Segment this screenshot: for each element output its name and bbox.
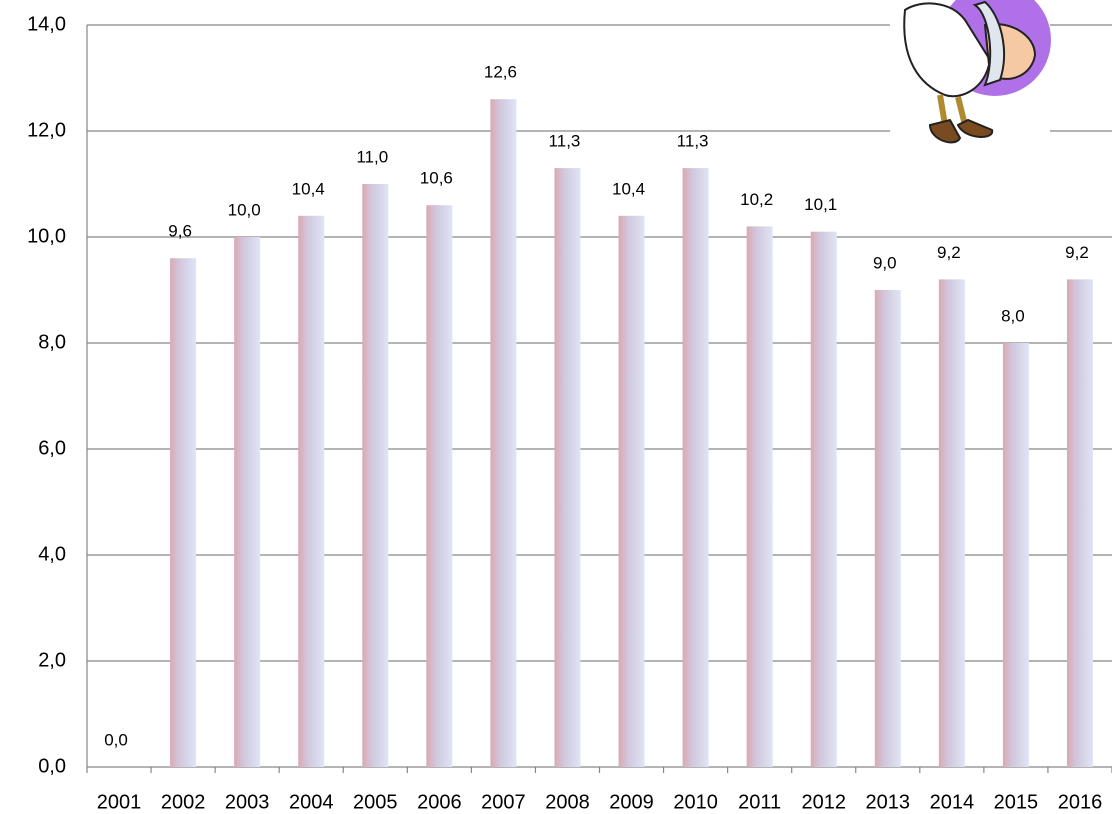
- x-tick-label: 2012: [801, 791, 846, 813]
- y-tick-label: 12,0: [27, 119, 66, 141]
- y-tick-label: 2,0: [38, 649, 66, 671]
- x-tick-label: 2005: [353, 791, 398, 813]
- value-label: 11,3: [549, 132, 581, 151]
- y-tick-label: 0,0: [38, 755, 66, 777]
- x-tick-label: 2013: [866, 791, 911, 813]
- x-tick-label: 2016: [1058, 791, 1103, 813]
- bar: [810, 231, 837, 767]
- bar: [170, 258, 197, 767]
- x-tick-label: 2011: [738, 791, 781, 813]
- x-tick-label: 2007: [481, 791, 526, 813]
- bar: [234, 237, 261, 767]
- y-tick-label: 14,0: [27, 13, 66, 35]
- stork-illustration: [890, 0, 1051, 150]
- value-label: 10,4: [612, 179, 645, 198]
- bar: [298, 215, 325, 768]
- x-tick-label: 2002: [161, 791, 206, 813]
- bar: [490, 99, 517, 767]
- value-label: 11,0: [356, 147, 388, 166]
- bar: [746, 226, 773, 767]
- value-label: 8,0: [1001, 306, 1025, 325]
- bar: [554, 168, 581, 768]
- x-tick-label: 2001: [97, 791, 142, 813]
- bar: [938, 279, 965, 767]
- x-tick-label: 2008: [545, 791, 590, 813]
- value-label: 9,2: [1065, 243, 1089, 262]
- plot-area: 0,0 2,0 4,0 6,0 8,0 10,0 12,0 14,0 2001 0,0 2002 9,…: [27, 13, 1112, 813]
- bar: [1066, 279, 1093, 767]
- value-label: 11,3: [677, 132, 709, 151]
- value-label: 12,6: [484, 63, 517, 82]
- bar: [426, 205, 453, 767]
- y-tick-label: 6,0: [38, 437, 66, 459]
- x-tick-label: 2009: [609, 791, 654, 813]
- value-label: 10,6: [420, 169, 453, 188]
- y-tick-label: 8,0: [38, 331, 66, 353]
- value-label: 9,2: [937, 243, 961, 262]
- value-label: 10,4: [292, 179, 325, 198]
- x-tick-label: 2003: [225, 791, 270, 813]
- x-tick-label: 2010: [673, 791, 718, 813]
- value-label: 9,0: [873, 253, 897, 272]
- bar: [1002, 343, 1029, 767]
- value-label: 9,6: [168, 222, 192, 241]
- value-label: 10,0: [228, 200, 261, 219]
- bar: [682, 168, 709, 768]
- x-tick-label: 2015: [994, 791, 1039, 813]
- y-tick-label: 4,0: [38, 543, 66, 565]
- bar: [874, 290, 901, 767]
- bar: [618, 215, 645, 768]
- y-tick-label: 10,0: [27, 225, 66, 247]
- x-tick-label: 2014: [930, 791, 975, 813]
- value-label: 10,2: [740, 190, 773, 209]
- bar: [362, 184, 389, 767]
- value-label: 0,0: [104, 730, 128, 749]
- value-label: 10,1: [804, 195, 837, 214]
- x-tick-label: 2004: [289, 791, 334, 813]
- x-tick-label: 2006: [417, 791, 462, 813]
